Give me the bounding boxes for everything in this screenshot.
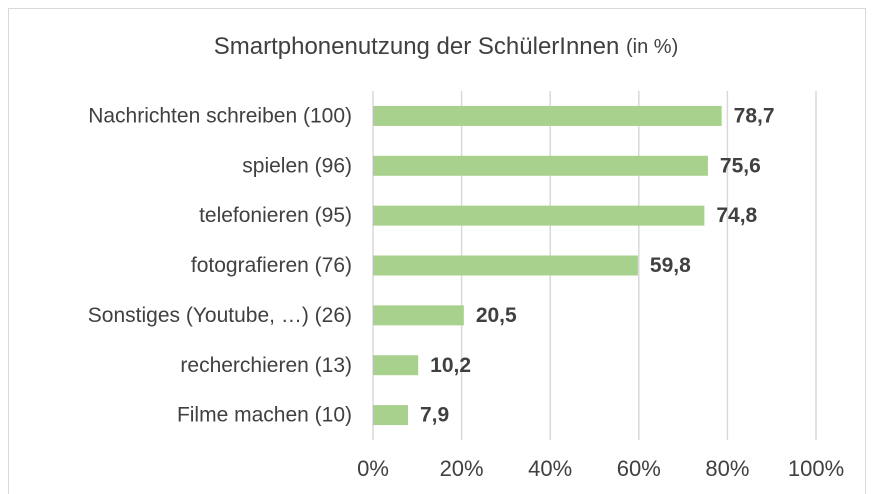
x-tick-label: 0% bbox=[357, 456, 389, 481]
value-label: 7,9 bbox=[420, 404, 449, 427]
y-tick-label: recherchieren (13) bbox=[180, 354, 352, 377]
bar bbox=[373, 355, 419, 376]
chart-border bbox=[8, 8, 866, 494]
value-label: 10,2 bbox=[430, 354, 471, 377]
x-tick-label: 20% bbox=[440, 456, 484, 481]
bar bbox=[373, 105, 722, 126]
value-label: 75,6 bbox=[720, 154, 761, 177]
chart-title: Smartphonenutzung der SchülerInnen (in %… bbox=[214, 33, 679, 60]
value-label: 20,5 bbox=[476, 304, 517, 327]
title-unit: (in %) bbox=[626, 36, 678, 58]
x-tick-label: 100% bbox=[788, 456, 844, 481]
bar bbox=[373, 205, 705, 226]
y-tick-label: spielen (96) bbox=[242, 154, 352, 177]
y-tick-label: Sonstiges (Youtube, …) (26) bbox=[88, 304, 352, 327]
bar bbox=[373, 405, 408, 426]
y-tick-label: Nachrichten schreiben (100) bbox=[88, 104, 352, 127]
value-label: 59,8 bbox=[650, 254, 691, 277]
x-tick-label: 40% bbox=[528, 456, 572, 481]
value-label: 78,7 bbox=[734, 104, 775, 127]
bar bbox=[373, 155, 708, 176]
value-label: 74,8 bbox=[716, 204, 757, 227]
title-main: Smartphonenutzung der SchülerInnen bbox=[214, 33, 620, 60]
bar bbox=[373, 305, 464, 326]
y-tick-label: fotografieren (76) bbox=[191, 254, 352, 277]
y-tick-label: telefonieren (95) bbox=[199, 204, 352, 227]
bar bbox=[373, 255, 638, 276]
x-tick-label: 80% bbox=[705, 456, 749, 481]
y-tick-label: Filme machen (10) bbox=[177, 404, 352, 427]
x-tick-label: 60% bbox=[617, 456, 661, 481]
